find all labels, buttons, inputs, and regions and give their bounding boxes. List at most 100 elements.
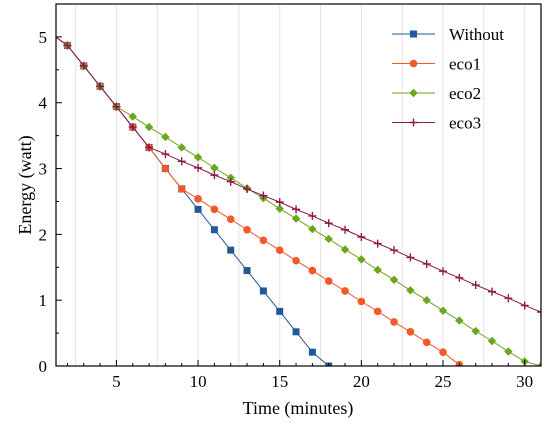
data-point-eco1 (357, 297, 366, 306)
data-point-eco2 (438, 306, 448, 315)
data-point-eco2 (275, 204, 284, 213)
legend-label: Without (449, 25, 504, 44)
data-point-eco1 (341, 287, 349, 295)
data-point-Without (276, 307, 284, 315)
data-point-eco3 (373, 239, 382, 248)
legend-entry-eco3: eco3 (392, 114, 481, 133)
data-point-eco3 (504, 294, 513, 303)
y-tick-label: 2 (39, 225, 48, 244)
data-point-eco3 (275, 198, 284, 207)
data-point-eco2 (357, 255, 366, 264)
x-tick-label: 30 (516, 372, 533, 391)
data-point-Without (227, 246, 235, 254)
data-point-eco3 (308, 211, 317, 220)
data-point-eco3 (243, 184, 252, 193)
data-point-Without (308, 348, 316, 356)
y-axis-label: Energy (watt) (15, 135, 36, 234)
data-point-eco2 (504, 347, 513, 356)
data-point-eco2 (389, 275, 399, 284)
data-point-eco3 (471, 281, 480, 290)
data-point-eco3 (324, 219, 333, 228)
x-tick-label: 5 (112, 372, 121, 391)
data-point-eco1 (210, 205, 219, 214)
data-point-eco1 (194, 195, 202, 203)
series-layer (56, 36, 541, 366)
data-point-eco1 (243, 225, 251, 234)
data-point-eco3 (259, 191, 268, 200)
data-point-eco3 (79, 61, 88, 70)
data-point-eco2 (193, 153, 203, 162)
legend-marker (410, 30, 417, 38)
data-point-eco1 (308, 266, 317, 275)
data-point-eco1 (406, 327, 415, 336)
data-point-Without (292, 328, 300, 336)
x-tick-label: 20 (353, 372, 370, 391)
legend-marker (409, 118, 418, 127)
series-Without (56, 36, 333, 366)
data-point-eco2 (422, 295, 431, 305)
data-point-eco1 (275, 246, 284, 254)
legend-label: eco1 (449, 55, 481, 74)
data-point-eco3 (341, 225, 350, 234)
data-point-eco2 (161, 132, 170, 142)
y-tick-label: 4 (39, 94, 48, 113)
x-tick-label: 10 (190, 372, 207, 391)
data-point-eco3 (537, 308, 541, 317)
data-point-eco2 (210, 163, 219, 173)
data-point-Without (259, 287, 267, 295)
series-line-eco3 (56, 36, 541, 313)
series-line-eco1 (56, 36, 460, 366)
data-point-eco2 (291, 214, 301, 223)
series-eco3 (56, 36, 541, 317)
data-point-eco3 (210, 171, 219, 180)
series-line-Without (56, 36, 330, 366)
data-point-eco3 (488, 287, 497, 296)
data-point-eco3 (357, 232, 366, 241)
data-point-eco1 (439, 348, 447, 356)
data-point-eco2 (324, 234, 333, 244)
data-point-eco3 (455, 273, 464, 282)
legend-label: eco2 (449, 84, 481, 103)
data-point-eco3 (292, 205, 301, 214)
y-tick-label: 1 (39, 291, 48, 310)
data-point-eco3 (390, 246, 399, 255)
legend-marker (409, 88, 418, 98)
data-point-eco2 (144, 122, 154, 132)
data-point-eco3 (520, 301, 529, 310)
y-tick-label: 5 (39, 28, 48, 47)
data-point-eco3 (194, 163, 203, 172)
data-point-eco2 (471, 326, 480, 336)
data-point-eco3 (406, 253, 415, 262)
data-point-eco1 (422, 338, 431, 347)
legend-marker (409, 59, 418, 68)
data-point-eco2 (455, 316, 464, 325)
data-point-eco2 (536, 361, 541, 366)
data-point-eco3 (63, 41, 72, 50)
data-point-eco1 (259, 236, 268, 245)
legend: Without eco1 eco2 eco3 (392, 25, 504, 133)
series-eco2 (56, 36, 541, 366)
y-tick-label: 0 (39, 357, 48, 376)
data-point-eco2 (308, 224, 317, 234)
data-point-eco3 (177, 157, 186, 166)
data-point-eco3 (96, 82, 105, 91)
data-point-eco1 (226, 215, 235, 224)
axis-ticks: 5 10 15 20 25 30 0 1 2 3 4 5 (39, 28, 534, 391)
data-point-eco3 (145, 143, 154, 152)
data-point-eco2 (340, 245, 350, 254)
legend-label: eco3 (449, 114, 481, 133)
data-point-eco1 (373, 307, 382, 316)
data-point-eco2 (373, 265, 382, 275)
x-tick-label: 15 (271, 372, 288, 391)
legend-entry-eco2: eco2 (392, 84, 481, 103)
x-tick-label: 25 (435, 372, 452, 391)
plot-frame (55, 3, 542, 367)
data-point-eco3 (422, 259, 431, 268)
data-point-eco3 (128, 123, 137, 132)
legend-entry-Without: Without (392, 25, 504, 44)
data-point-eco2 (487, 336, 497, 346)
data-point-Without (194, 205, 202, 213)
data-point-eco1 (324, 277, 333, 285)
data-point-eco1 (390, 318, 398, 326)
